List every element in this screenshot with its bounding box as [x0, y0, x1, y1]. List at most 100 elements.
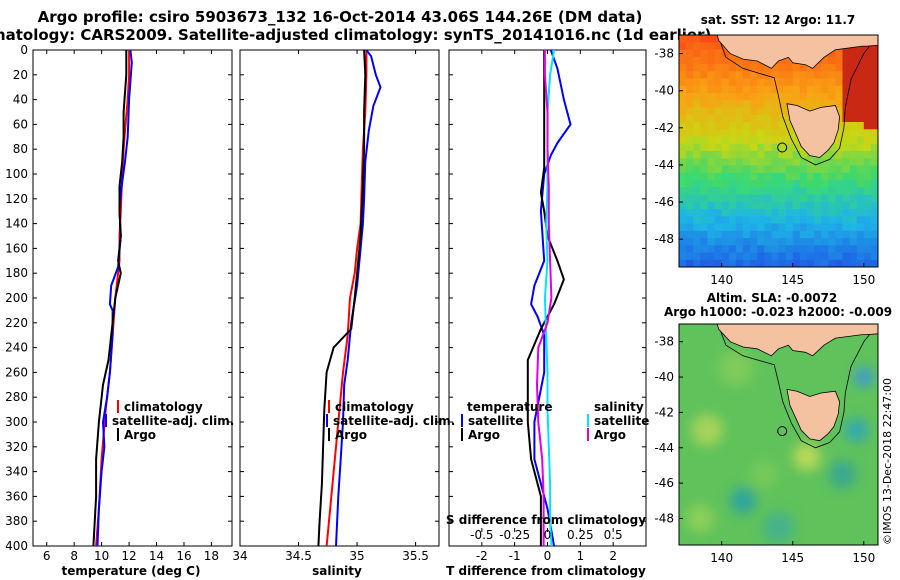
sst-cell — [679, 71, 687, 80]
sst-cell — [728, 216, 737, 225]
sst-cell — [842, 158, 851, 167]
sst-cell — [778, 100, 787, 109]
sst-cell — [721, 107, 730, 116]
depth-tick-label: 400 — [5, 539, 28, 553]
sst-cell — [757, 238, 765, 246]
sst-cell — [714, 223, 723, 232]
sst-cell — [799, 158, 808, 167]
sst-cell — [735, 71, 744, 80]
sst-cell — [856, 49, 865, 58]
sst-cell — [814, 230, 822, 239]
sst-cell — [792, 100, 801, 109]
sst-cell — [821, 165, 829, 174]
sst-cell — [735, 151, 744, 159]
sst-cell — [707, 100, 716, 109]
sst-cell — [771, 209, 780, 217]
sst-cell — [707, 136, 716, 145]
sst-cell — [714, 136, 723, 145]
sst-cell — [778, 78, 787, 87]
sst-cell — [728, 209, 737, 217]
sst-cell — [806, 172, 815, 181]
sst-cell — [679, 136, 687, 145]
depth-tick-label: 60 — [13, 117, 28, 131]
sst-cell — [842, 107, 851, 116]
sst-cell — [743, 187, 751, 196]
sst-cell — [714, 245, 723, 254]
sst-cell — [856, 201, 865, 210]
sst-cell — [686, 180, 694, 188]
sst-cell — [679, 56, 687, 65]
sst-cell — [728, 165, 737, 174]
sst-cell — [835, 172, 844, 181]
sst-cell — [693, 230, 701, 239]
sst-cell — [757, 230, 765, 239]
sst-cell — [700, 216, 708, 225]
map-y-tick-label: -44 — [654, 441, 674, 455]
sst-cell — [735, 100, 744, 109]
sst-cell — [721, 64, 730, 72]
sst-cell — [863, 180, 872, 188]
sst-cell — [743, 216, 751, 225]
sst-cell — [814, 245, 822, 254]
sst-cell — [714, 252, 723, 261]
sst-cell — [679, 230, 687, 239]
sst-cell — [863, 194, 872, 203]
sst-cell — [771, 114, 780, 123]
sst-cell — [771, 180, 780, 188]
sst-cell — [856, 151, 865, 159]
sst-cell — [707, 122, 716, 130]
sst-cell — [792, 194, 801, 203]
sst-cell — [721, 114, 730, 123]
sst-cell — [764, 64, 772, 72]
sst-cell — [679, 180, 687, 188]
map-y-tick-label: -40 — [654, 84, 674, 98]
sst-cell — [785, 143, 794, 152]
sst-cell — [821, 187, 829, 196]
map-x-tick-label: 140 — [710, 551, 733, 565]
legend-label-climatology: climatology — [335, 400, 414, 414]
sst-cell — [821, 85, 829, 94]
sst-cell — [679, 42, 687, 51]
sst-cell — [707, 71, 716, 80]
sst-cell — [679, 223, 687, 232]
sst-cell — [707, 230, 716, 239]
sst-cell — [828, 252, 836, 261]
legend-label-s-argo: Argo — [594, 428, 626, 442]
sst-cell — [757, 158, 765, 167]
sst-cell — [849, 100, 858, 109]
sst-cell — [835, 136, 844, 145]
sst-cell — [849, 165, 858, 174]
sst-cell — [757, 223, 765, 232]
x-tick-label: 8 — [70, 549, 78, 563]
sst-cell — [828, 165, 836, 174]
sst-cell — [679, 238, 687, 246]
mainland-land — [679, 324, 878, 357]
sst-cell — [856, 245, 865, 254]
sst-cell — [778, 143, 787, 152]
sst-cell — [828, 56, 836, 65]
sst-cell — [714, 216, 723, 225]
sst-cell — [693, 42, 701, 51]
sst-cell — [792, 93, 801, 101]
sst-cell — [757, 252, 765, 261]
sst-cell — [686, 165, 694, 174]
sst-cell — [721, 85, 730, 94]
sst-cell — [863, 49, 872, 58]
sst-cell — [764, 100, 772, 109]
sst-cell — [792, 223, 801, 232]
sst-cell — [764, 201, 772, 210]
sst-cell — [721, 216, 730, 225]
sst-cell — [735, 165, 744, 174]
sst-cell — [792, 180, 801, 188]
x-tick-label: 10 — [94, 549, 109, 563]
sst-cell — [693, 180, 701, 188]
sst-cell — [721, 143, 730, 152]
sst-cell — [679, 122, 687, 130]
sst-cell — [743, 180, 751, 188]
sst-cell — [757, 107, 765, 116]
sst-cell — [721, 172, 730, 181]
sst-cell — [750, 201, 758, 210]
map-x-tick-label: 145 — [781, 273, 804, 287]
sst-cell — [778, 201, 787, 210]
sst-cell — [863, 165, 872, 174]
